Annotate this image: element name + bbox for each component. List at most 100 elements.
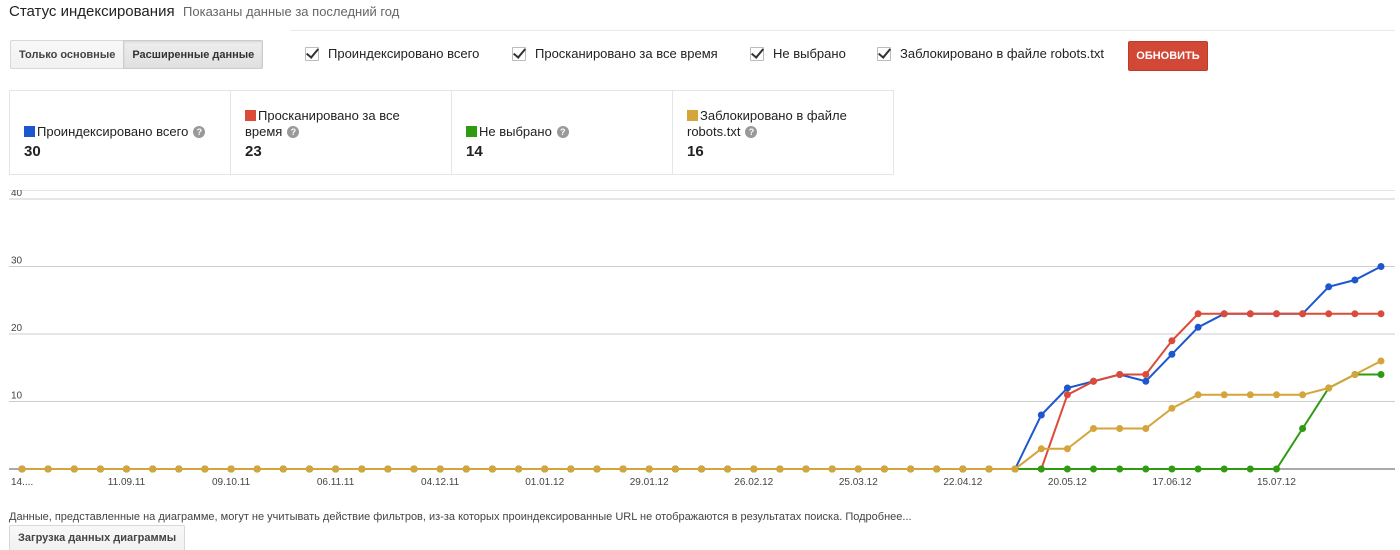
data-point xyxy=(1246,310,1254,318)
summary-label: Не выбрано xyxy=(479,124,552,139)
data-point xyxy=(1273,391,1280,399)
data-point xyxy=(1299,425,1307,432)
chart-footnote: Данные, представленные на диаграмме, мог… xyxy=(9,511,912,523)
chart-divider xyxy=(9,190,1395,191)
filter-indexed-checkbox[interactable]: Проиндексировано всего xyxy=(305,46,479,61)
legend-swatch xyxy=(245,110,256,121)
data-point xyxy=(750,465,758,473)
data-point xyxy=(1377,263,1385,270)
filter-robots-checkbox[interactable]: Заблокировано в файле robots.txt xyxy=(877,46,1104,61)
advanced-view-button[interactable]: Расширенные данные xyxy=(123,40,264,69)
data-point xyxy=(253,465,261,473)
summary-crawled: Просканировано за все время? 23 xyxy=(231,91,452,174)
help-icon[interactable]: ? xyxy=(745,126,758,138)
data-point xyxy=(671,465,679,473)
data-point xyxy=(1037,411,1045,419)
summary-label: Проиндексировано всего xyxy=(37,124,189,139)
data-point xyxy=(175,465,183,473)
data-point xyxy=(1063,391,1071,399)
legend-swatch xyxy=(24,126,35,137)
data-point xyxy=(1194,323,1202,331)
header-divider xyxy=(290,30,1395,31)
data-point xyxy=(1194,310,1202,318)
data-point xyxy=(1011,465,1019,473)
x-tick-label: 01.01.12 xyxy=(525,477,564,488)
data-point xyxy=(828,465,836,473)
help-icon[interactable]: ? xyxy=(287,126,300,138)
data-point xyxy=(1351,276,1359,284)
summary-indexed: Проиндексировано всего? 30 xyxy=(10,91,231,174)
data-point xyxy=(201,465,209,473)
data-point xyxy=(959,465,967,473)
data-point xyxy=(1299,391,1307,399)
data-point xyxy=(332,465,340,473)
page-title: Статус индексирования xyxy=(9,3,175,20)
x-tick-label: 11.09.11 xyxy=(108,477,146,488)
checkbox-checked-icon[interactable] xyxy=(877,46,891,61)
refresh-button[interactable]: ОБНОВИТЬ xyxy=(1128,41,1208,71)
data-point xyxy=(1168,350,1176,358)
data-point xyxy=(985,465,993,473)
data-point xyxy=(645,465,653,473)
help-icon[interactable]: ? xyxy=(556,126,569,138)
x-tick-label: 09.10.11 xyxy=(212,477,251,488)
download-chart-data-button[interactable]: Загрузка данных диаграммы xyxy=(9,525,186,550)
data-point xyxy=(619,465,627,473)
checkbox-checked-icon[interactable] xyxy=(512,46,526,61)
data-point xyxy=(1325,283,1333,291)
data-point xyxy=(1246,391,1254,399)
data-point xyxy=(227,465,235,473)
filter-label: Просканировано за все время xyxy=(535,46,718,61)
data-point xyxy=(1246,465,1254,473)
summary-value: 16 xyxy=(687,143,704,160)
data-point xyxy=(1273,310,1280,318)
data-point xyxy=(1377,371,1385,378)
filter-label: Не выбрано xyxy=(773,46,846,61)
data-point xyxy=(1377,310,1385,318)
x-tick-label: 25.03.12 xyxy=(839,477,878,488)
data-point xyxy=(1142,425,1150,432)
data-point xyxy=(776,465,784,473)
checkbox-checked-icon[interactable] xyxy=(305,46,319,61)
data-point xyxy=(1273,465,1280,473)
data-point xyxy=(1142,371,1150,378)
data-point xyxy=(854,465,862,473)
series-line xyxy=(22,373,1381,470)
page-subtitle: Показаны данные за последний год xyxy=(183,4,400,19)
data-point xyxy=(1220,391,1228,399)
y-tick-label: 10 xyxy=(11,391,23,402)
data-point xyxy=(1351,371,1359,378)
filter-not-selected-checkbox[interactable]: Не выбрано xyxy=(750,46,846,61)
data-point xyxy=(149,465,157,473)
checkbox-checked-icon[interactable] xyxy=(750,46,764,61)
y-tick-label: 40 xyxy=(11,190,23,199)
data-point xyxy=(1116,371,1124,378)
data-point xyxy=(802,465,810,473)
data-point xyxy=(1194,465,1202,473)
data-point xyxy=(1090,377,1097,385)
summary-not-selected: Не выбрано? 14 xyxy=(452,91,673,174)
data-point xyxy=(96,465,104,473)
y-tick-label: 20 xyxy=(11,323,23,334)
data-point xyxy=(462,465,470,473)
data-point xyxy=(880,465,888,473)
data-point xyxy=(1194,391,1202,399)
data-point xyxy=(306,465,313,473)
data-point xyxy=(1037,445,1045,453)
data-point xyxy=(436,465,444,473)
data-point xyxy=(1351,310,1359,318)
help-icon[interactable]: ? xyxy=(193,126,206,138)
data-point xyxy=(1037,465,1045,473)
data-point xyxy=(1325,310,1333,318)
data-point xyxy=(1325,384,1333,392)
data-point xyxy=(515,465,523,473)
data-point xyxy=(1090,465,1097,473)
summary-value: 30 xyxy=(24,143,41,160)
basic-view-button[interactable]: Только основные xyxy=(10,40,125,69)
filter-label: Заблокировано в файле robots.txt xyxy=(900,46,1104,61)
filter-crawled-checkbox[interactable]: Просканировано за все время xyxy=(512,46,718,61)
data-point xyxy=(123,465,130,473)
data-point xyxy=(1299,310,1307,318)
data-point xyxy=(1116,465,1124,473)
data-point xyxy=(410,465,418,473)
